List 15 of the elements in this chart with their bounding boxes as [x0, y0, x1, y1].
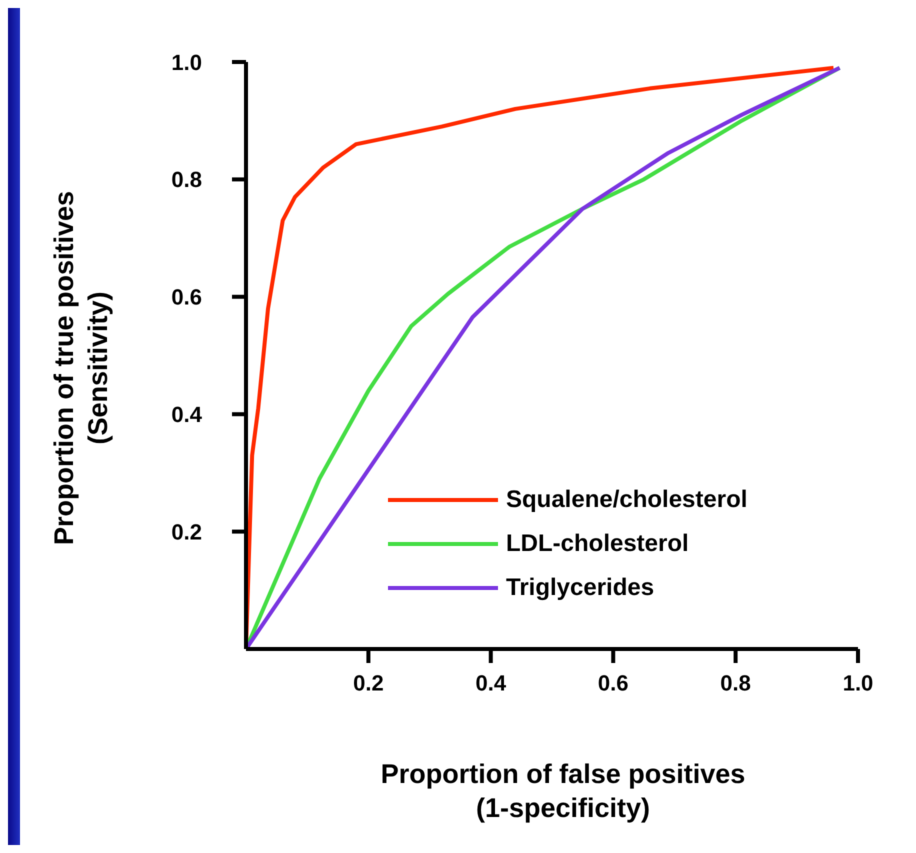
x-tick-label: 0.6: [598, 670, 628, 696]
x-tick-label: 1.0: [842, 670, 874, 696]
y-tick-label: 1.0: [171, 50, 202, 75]
x-tick-label: 0.8: [720, 670, 751, 696]
legend-label: LDL-cholesterol: [506, 530, 689, 558]
legend-label: Squalene/cholesterol: [506, 486, 748, 514]
y-axis-title: Proportion of true positives (Sensitivity): [49, 190, 113, 546]
y-tick-label: 0.2: [171, 519, 202, 544]
x-axis-title: Proportion of false positives (1-specificity): [380, 759, 746, 823]
x-tick-label: 0.2: [353, 670, 384, 696]
legend-label: Triglycerides: [506, 574, 654, 602]
y-tick-label: 0.4: [171, 402, 203, 428]
y-tick-label: 0.8: [171, 167, 202, 192]
y-tick-label: 0.6: [171, 284, 202, 310]
x-tick-label: 0.4: [476, 670, 507, 696]
